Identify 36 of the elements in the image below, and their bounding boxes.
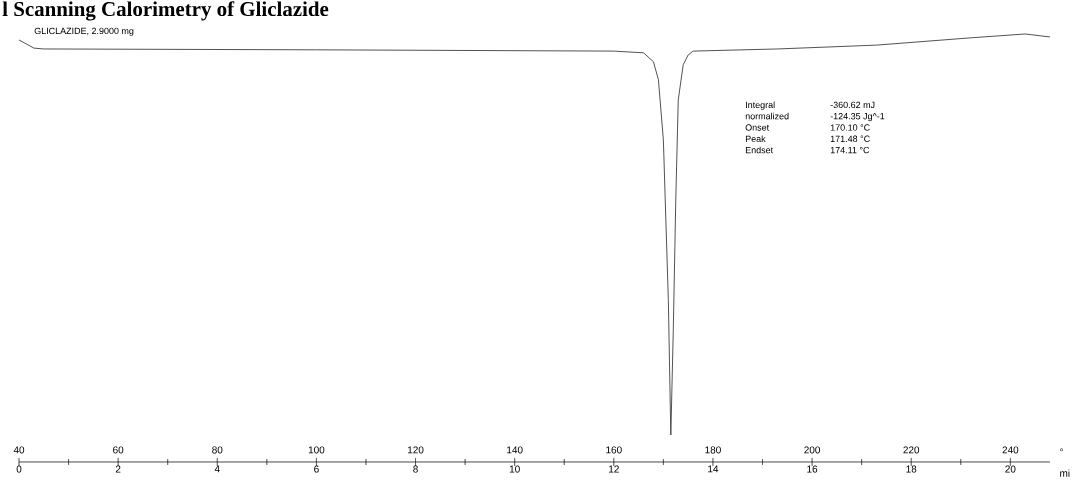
annotation: -360.62 mJ — [830, 101, 875, 109]
x-tick-label: 60 — [113, 446, 124, 454]
x-tick-label: 140 — [507, 446, 523, 454]
annotation: Onset — [745, 124, 770, 131]
annotation: 170.10 °C — [830, 124, 870, 131]
annotation: -124.35 Jg^-1 — [830, 113, 885, 122]
x2-tick-label: 2 — [115, 465, 121, 473]
annotation: Peak — [745, 135, 766, 142]
x-tick-label: 40 — [13, 446, 25, 454]
x2-tick-label: 6 — [314, 465, 319, 473]
x2-tick-label: 14 — [708, 465, 719, 473]
x2-tick-label: 0 — [16, 465, 22, 473]
annotation: 171.48 °C — [830, 135, 870, 142]
x2-tick-label: 10 — [509, 465, 520, 473]
x-tick-label: 240 — [1002, 446, 1019, 454]
x-tick-label: 120 — [408, 446, 424, 454]
x-tick-label: 200 — [804, 446, 821, 454]
x2-tick-label: 8 — [413, 465, 418, 473]
x-tick-label: 80 — [212, 446, 223, 454]
annotation: Integral — [746, 101, 775, 110]
x2-axis-title: mi — [1060, 469, 1070, 477]
annotation: GLICLAZIDE, 2.9000 mg — [34, 27, 134, 36]
x-axis-title: ° — [1060, 448, 1063, 452]
x2-tick-label: 4 — [214, 465, 220, 473]
x2-tick-label: 16 — [807, 465, 818, 473]
annotation: 174.11 °C — [830, 146, 870, 154]
x2-tick-label: 18 — [906, 465, 917, 473]
x-tick-label: 160 — [606, 446, 622, 454]
x2-tick-label: 12 — [609, 465, 619, 473]
annotation: normalized — [745, 112, 789, 120]
x2-tick-label: 20 — [1005, 465, 1016, 473]
x-tick-label: 180 — [705, 446, 721, 454]
x-tick-label: 100 — [308, 446, 325, 454]
chart-title: l Scanning Calorimetry of Gliclazide — [2, 1, 329, 21]
annotation: Endset — [745, 146, 774, 154]
x-tick-label: 220 — [903, 446, 920, 454]
